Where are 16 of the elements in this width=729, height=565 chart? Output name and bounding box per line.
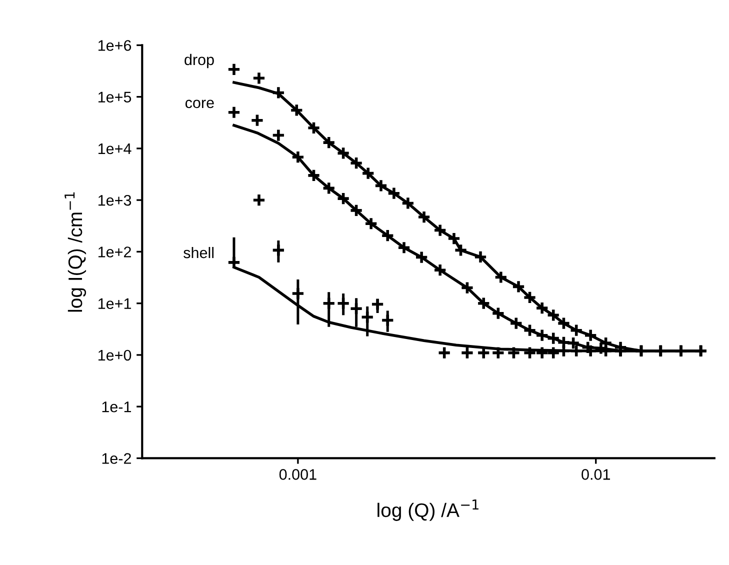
- y-tick-label: 1e+0: [98, 350, 132, 361]
- y-tick-label: 1e+6: [98, 40, 132, 51]
- y-tick-label: 1e+2: [98, 246, 131, 258]
- y-tick-label: 1e+4: [98, 143, 132, 154]
- y-tick-label: 1e-1: [102, 402, 131, 412]
- series-label: shell: [184, 246, 214, 258]
- x-tick-label: 0.001: [279, 469, 316, 480]
- series-label: drop: [184, 54, 214, 68]
- y-tick-label: 1e+3: [98, 194, 132, 206]
- y-tick-label: 1e-2: [102, 453, 131, 464]
- y-tick-label: 1e+5: [98, 92, 132, 103]
- series-label: core: [185, 100, 214, 108]
- x-axis-title: log (Q) /A$^{−1}$: [378, 500, 478, 521]
- x-tick-label: 0.01: [582, 469, 610, 480]
- y-axis-title: log I(Q) /cm$^{−1}$: [64, 192, 86, 312]
- y-tick-label: 1e+1: [98, 298, 131, 310]
